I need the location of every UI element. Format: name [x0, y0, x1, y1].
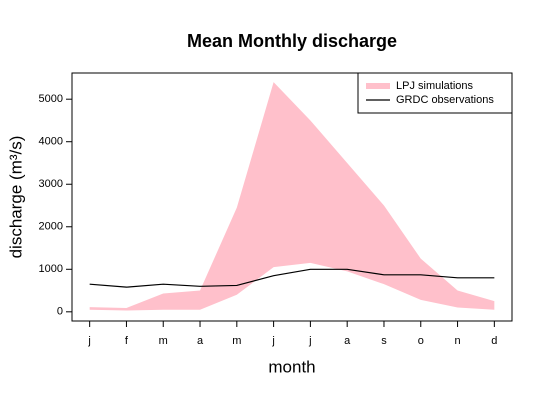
x-tick-label: s	[381, 335, 387, 347]
legend-box	[357, 72, 513, 114]
plot-frame	[71, 72, 513, 322]
y-axis-title: discharge (m³/s)	[6, 136, 25, 259]
x-tick-label: j	[87, 335, 90, 347]
x-tick-label: d	[491, 335, 497, 347]
y-tick-label: 0	[57, 306, 63, 318]
x-tick-label: m	[159, 335, 168, 347]
y-tick-label: 2000	[39, 221, 63, 233]
y-tick-label: 5000	[39, 93, 63, 105]
x-axis-title: month	[268, 357, 315, 376]
y-tick-label: 4000	[39, 136, 63, 148]
observation-line	[89, 268, 495, 288]
x-tick-label: j	[271, 335, 274, 347]
x-tick-label: f	[125, 335, 129, 347]
x-tick-label: j	[308, 335, 311, 347]
legend-label: LPJ simulations	[396, 80, 474, 92]
x-tick-label: m	[232, 335, 241, 347]
x-tick-label: a	[344, 335, 351, 347]
chart-title: Mean Monthly discharge	[187, 31, 397, 51]
x-tick-label: o	[418, 335, 424, 347]
x-tick-label: a	[197, 335, 204, 347]
x-tick-label: n	[454, 335, 460, 347]
simulation-band	[89, 82, 495, 311]
legend-label: GRDC observations	[396, 94, 494, 106]
y-tick-label: 1000	[39, 263, 63, 275]
y-tick-label: 3000	[39, 178, 63, 190]
